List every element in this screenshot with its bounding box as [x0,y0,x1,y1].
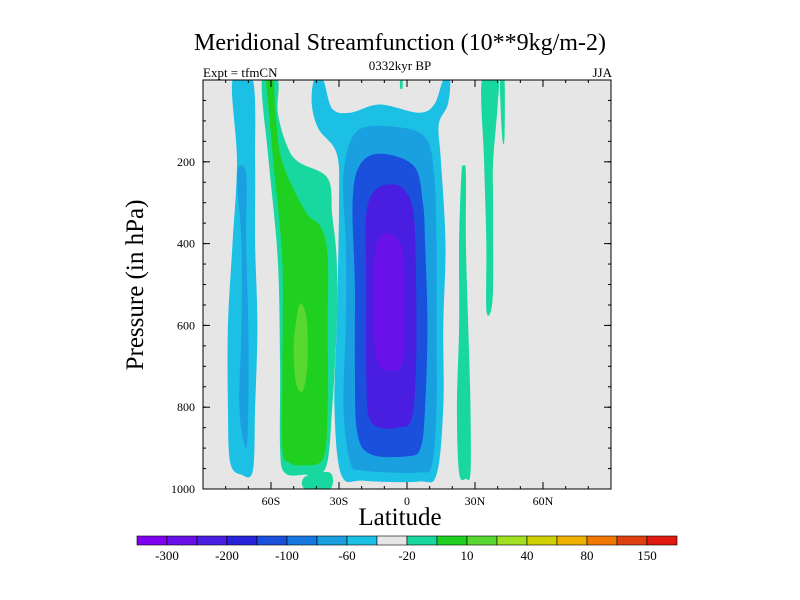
colorbar-swatch [526,535,558,546]
y-tick-label: 600 [177,318,195,332]
x-tick-label: 30S [330,494,349,508]
colorbar-label: -300 [155,548,179,563]
contour-region-10 [372,233,405,371]
colorbar-swatch [586,535,618,546]
colorbar-swatch [556,535,588,546]
y-tick-label: 1000 [171,482,195,496]
colorbar-swatch [466,535,498,546]
x-tick-label: 60S [262,494,281,508]
colorbar-swatch [166,535,198,546]
colorbar-swatch [196,535,228,546]
contour-region-13 [481,80,500,316]
contour-region-1 [236,165,249,449]
contour-region-12 [456,165,471,481]
colorbar-label: -200 [215,548,239,563]
colorbar-swatch [616,535,648,546]
contour-region-4 [266,80,329,466]
contour-region-3 [301,472,334,489]
colorbar-label: -20 [398,548,415,563]
colorbar-swatch [256,535,288,546]
y-tick-label: 200 [177,155,195,169]
season-label: JJA [592,65,612,80]
colorbar-swatch [376,535,408,546]
chart-title: Meridional Streamfunction (10**9kg/m-2) [194,30,606,56]
colorbar-label: -100 [275,548,299,563]
colorbar-swatch [346,535,378,546]
colorbar-label: 10 [461,548,474,563]
colorbar-swatch [436,535,468,546]
contour-region-11 [399,80,403,90]
contour-region-5 [293,303,308,392]
colorbar-swatch [406,535,438,546]
colorbar-label: 80 [581,548,594,563]
colorbar-swatch [316,535,348,546]
colorbar-swatch [646,535,678,546]
x-tick-label: 30N [465,494,486,508]
y-tick-label: 400 [177,237,195,251]
colorbar-swatch [286,535,318,546]
colorbar-label: 40 [521,548,534,563]
colorbar-swatch [496,535,528,546]
colorbar-swatch [226,535,258,546]
colorbar-swatch [136,535,168,546]
colorbar-label: 150 [637,548,657,563]
experiment-label: Expt = tfmCN [203,65,278,80]
x-tick-label: 0 [404,494,410,508]
y-tick-label: 800 [177,400,195,414]
colorbar-label: -60 [338,548,355,563]
x-axis-label: Latitude [358,504,442,531]
x-tick-label: 60N [533,494,554,508]
time-label: 0332kyr BP [368,58,432,73]
contour-region-14 [499,80,505,145]
